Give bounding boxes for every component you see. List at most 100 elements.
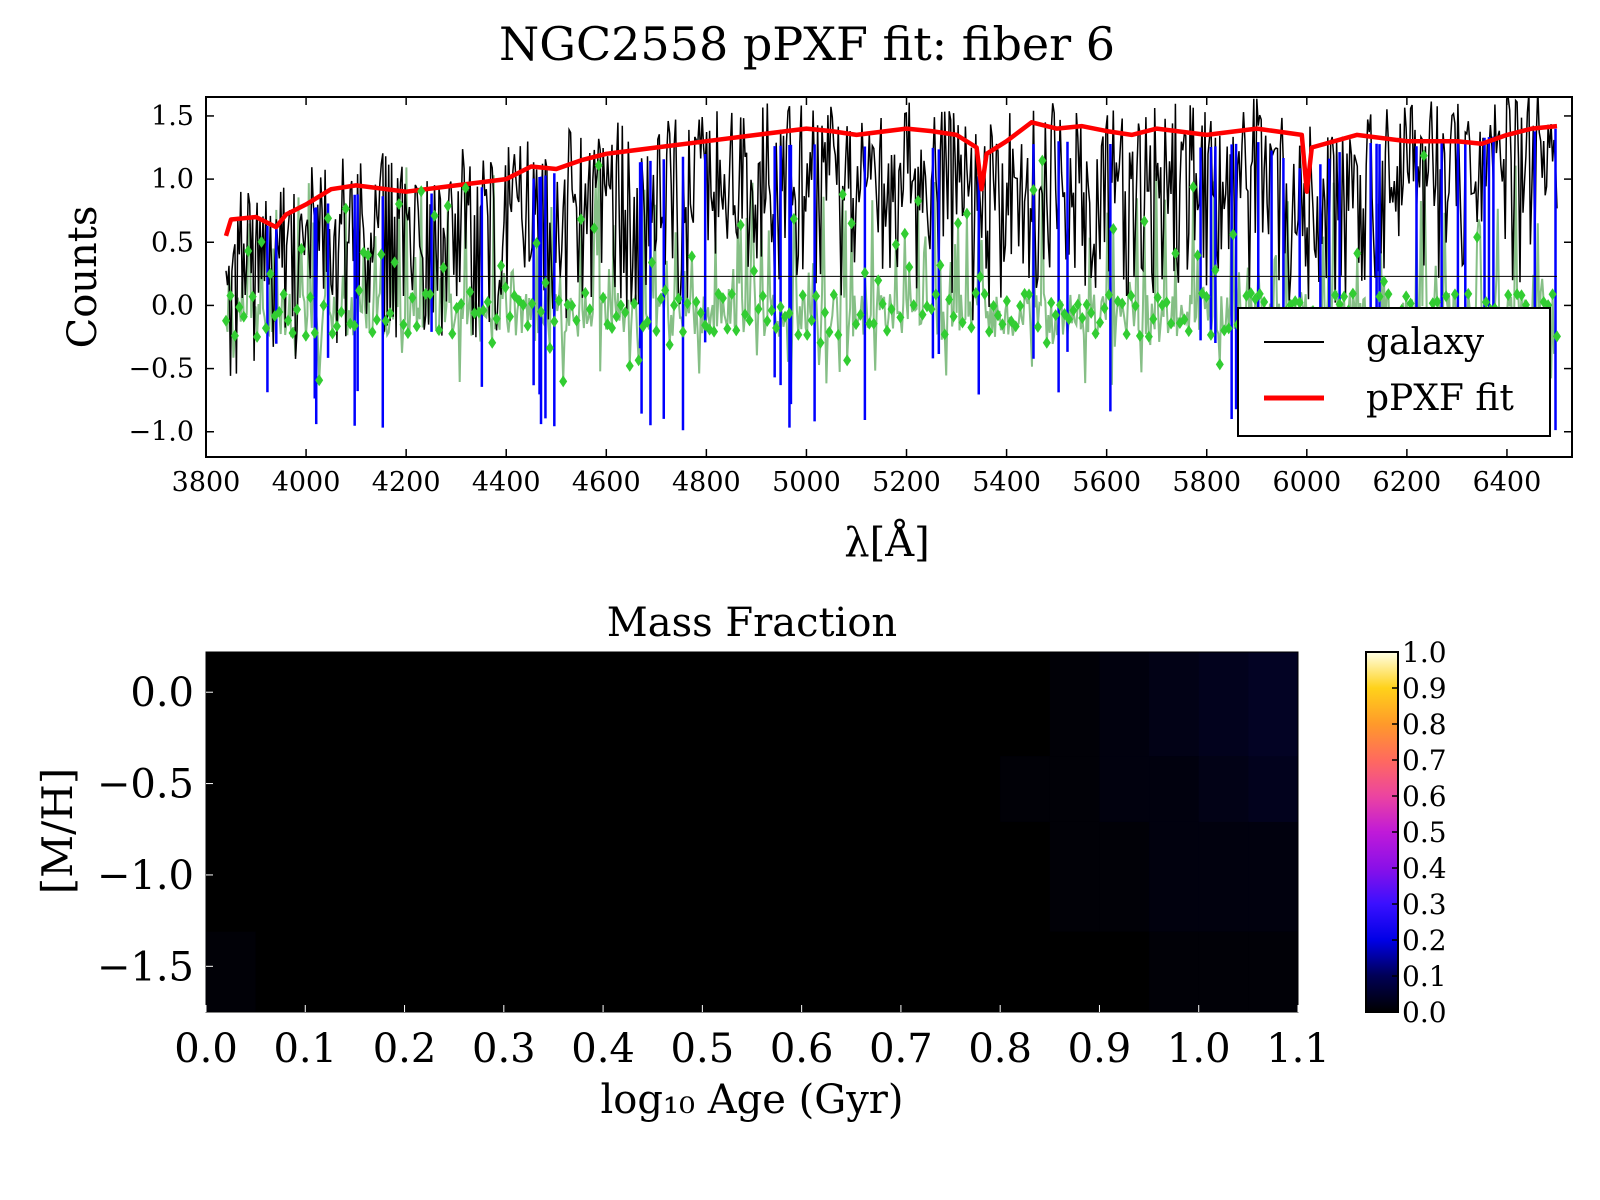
residual-point xyxy=(736,218,745,231)
residual-point xyxy=(1184,325,1193,338)
heatmap-cell xyxy=(1198,756,1249,823)
residual-point xyxy=(550,315,559,328)
heatmap-cell xyxy=(255,652,306,757)
galaxy-series-line xyxy=(225,97,1558,376)
residual-point xyxy=(1127,289,1136,302)
residual-point xyxy=(1246,287,1255,300)
residual-point xyxy=(386,307,395,320)
residual-point xyxy=(448,327,457,340)
residual-point xyxy=(652,324,661,337)
heatmap-cell xyxy=(900,931,952,1012)
heatmap-cell xyxy=(503,931,554,1012)
spectrum-x-axis-label: λ[Å] xyxy=(844,519,929,566)
heatmap-cell xyxy=(752,652,803,757)
heatmap-cell xyxy=(1149,652,1200,757)
residual-point xyxy=(727,287,736,300)
residual-point xyxy=(661,284,670,297)
residual-point xyxy=(696,306,705,319)
residual-point xyxy=(754,302,763,315)
residual-point xyxy=(909,299,918,312)
residual-point xyxy=(266,267,275,280)
heatmap-cell xyxy=(206,931,257,1012)
residual-point xyxy=(1202,290,1211,303)
residual-point xyxy=(417,185,426,198)
heatmap-frame xyxy=(205,651,1299,1013)
residual-point xyxy=(874,274,883,287)
heatmap-cell xyxy=(1198,931,1249,1012)
residual-point xyxy=(1224,322,1233,335)
residual-point xyxy=(883,324,892,337)
heatmap-x-tick-label: 0.9 xyxy=(1068,1026,1132,1072)
heatmap-cell xyxy=(354,821,406,933)
residual-point xyxy=(572,314,581,327)
residual-point xyxy=(355,284,364,297)
residual-point xyxy=(860,266,869,279)
residual-point xyxy=(1073,298,1082,311)
residual-point xyxy=(310,326,319,339)
heatmap-cell xyxy=(950,931,1001,1012)
heatmap-cell xyxy=(354,652,406,757)
residual-point xyxy=(1131,299,1140,312)
residual-point xyxy=(1189,181,1198,194)
heatmap-cell xyxy=(702,652,753,757)
residual-point xyxy=(412,320,421,333)
residual-point xyxy=(554,294,563,307)
residual-point xyxy=(816,336,825,349)
heatmap-cell xyxy=(1099,756,1150,823)
residual-point xyxy=(421,287,430,300)
residual-point xyxy=(741,308,750,321)
spectrum-x-tick-label: 5000 xyxy=(772,467,841,498)
residual-point xyxy=(532,237,541,250)
heatmap-cell xyxy=(900,652,952,757)
residual-point xyxy=(306,291,315,304)
colorbar-tick-label: 0.9 xyxy=(1402,672,1447,705)
spectrum-x-tick-label: 6200 xyxy=(1373,467,1442,498)
residual-point xyxy=(1433,295,1442,308)
heatmap-cell xyxy=(1049,652,1100,757)
residual-point xyxy=(1206,328,1215,341)
heatmap-x-tick-label: 0.5 xyxy=(671,1026,735,1072)
residual-point xyxy=(390,256,399,269)
legend-fit-label: pPXF fit xyxy=(1366,378,1514,419)
residual-point xyxy=(275,305,284,318)
legend-galaxy-label: galaxy xyxy=(1366,322,1485,363)
residual-point xyxy=(430,209,439,222)
residual-point xyxy=(976,270,985,283)
residual-point xyxy=(1064,313,1073,326)
residual-point xyxy=(1078,311,1087,324)
spectrum-x-tick-label: 6400 xyxy=(1473,467,1542,498)
colorbar-tick-label: 0.8 xyxy=(1402,708,1447,741)
residual-point xyxy=(324,212,333,225)
heatmap-cell xyxy=(404,652,455,757)
heatmap-y-tick-label: 0.0 xyxy=(130,670,194,716)
residual-point xyxy=(466,285,475,298)
residual-point xyxy=(869,317,878,330)
heatmap-cell xyxy=(801,821,852,933)
residual-point xyxy=(1482,296,1491,309)
heatmap-x-tick-label: 0.4 xyxy=(571,1026,635,1072)
heatmap-cell xyxy=(603,756,654,823)
residual-point xyxy=(656,292,665,305)
residual-point xyxy=(749,265,758,278)
heatmap-cell xyxy=(1099,821,1150,933)
residual-point xyxy=(1260,296,1269,309)
heatmap-cell xyxy=(1000,931,1051,1012)
residual-point xyxy=(1348,287,1357,300)
residual-point xyxy=(1211,264,1220,277)
spectrum-x-tick-label: 5400 xyxy=(972,467,1041,498)
heatmap-cell xyxy=(1000,652,1051,757)
heatmap-x-tick-label: 0.7 xyxy=(869,1026,933,1072)
heatmap-cell xyxy=(702,821,753,933)
heatmap-cell xyxy=(1248,821,1298,933)
colorbar: 0.00.10.20.30.40.50.60.70.80.91.0 xyxy=(1365,636,1447,1029)
residual-point xyxy=(408,291,417,304)
residual-point xyxy=(590,222,599,235)
heatmap-cell xyxy=(851,821,902,933)
heatmap-cell xyxy=(255,821,306,933)
residual-point xyxy=(381,314,390,327)
residual-point xyxy=(319,299,328,312)
residual-point xyxy=(581,286,590,299)
residual-point xyxy=(1548,288,1557,301)
spectrum-x-tick-label: 5600 xyxy=(1072,467,1141,498)
colorbar-tick-label: 0.5 xyxy=(1402,816,1447,849)
